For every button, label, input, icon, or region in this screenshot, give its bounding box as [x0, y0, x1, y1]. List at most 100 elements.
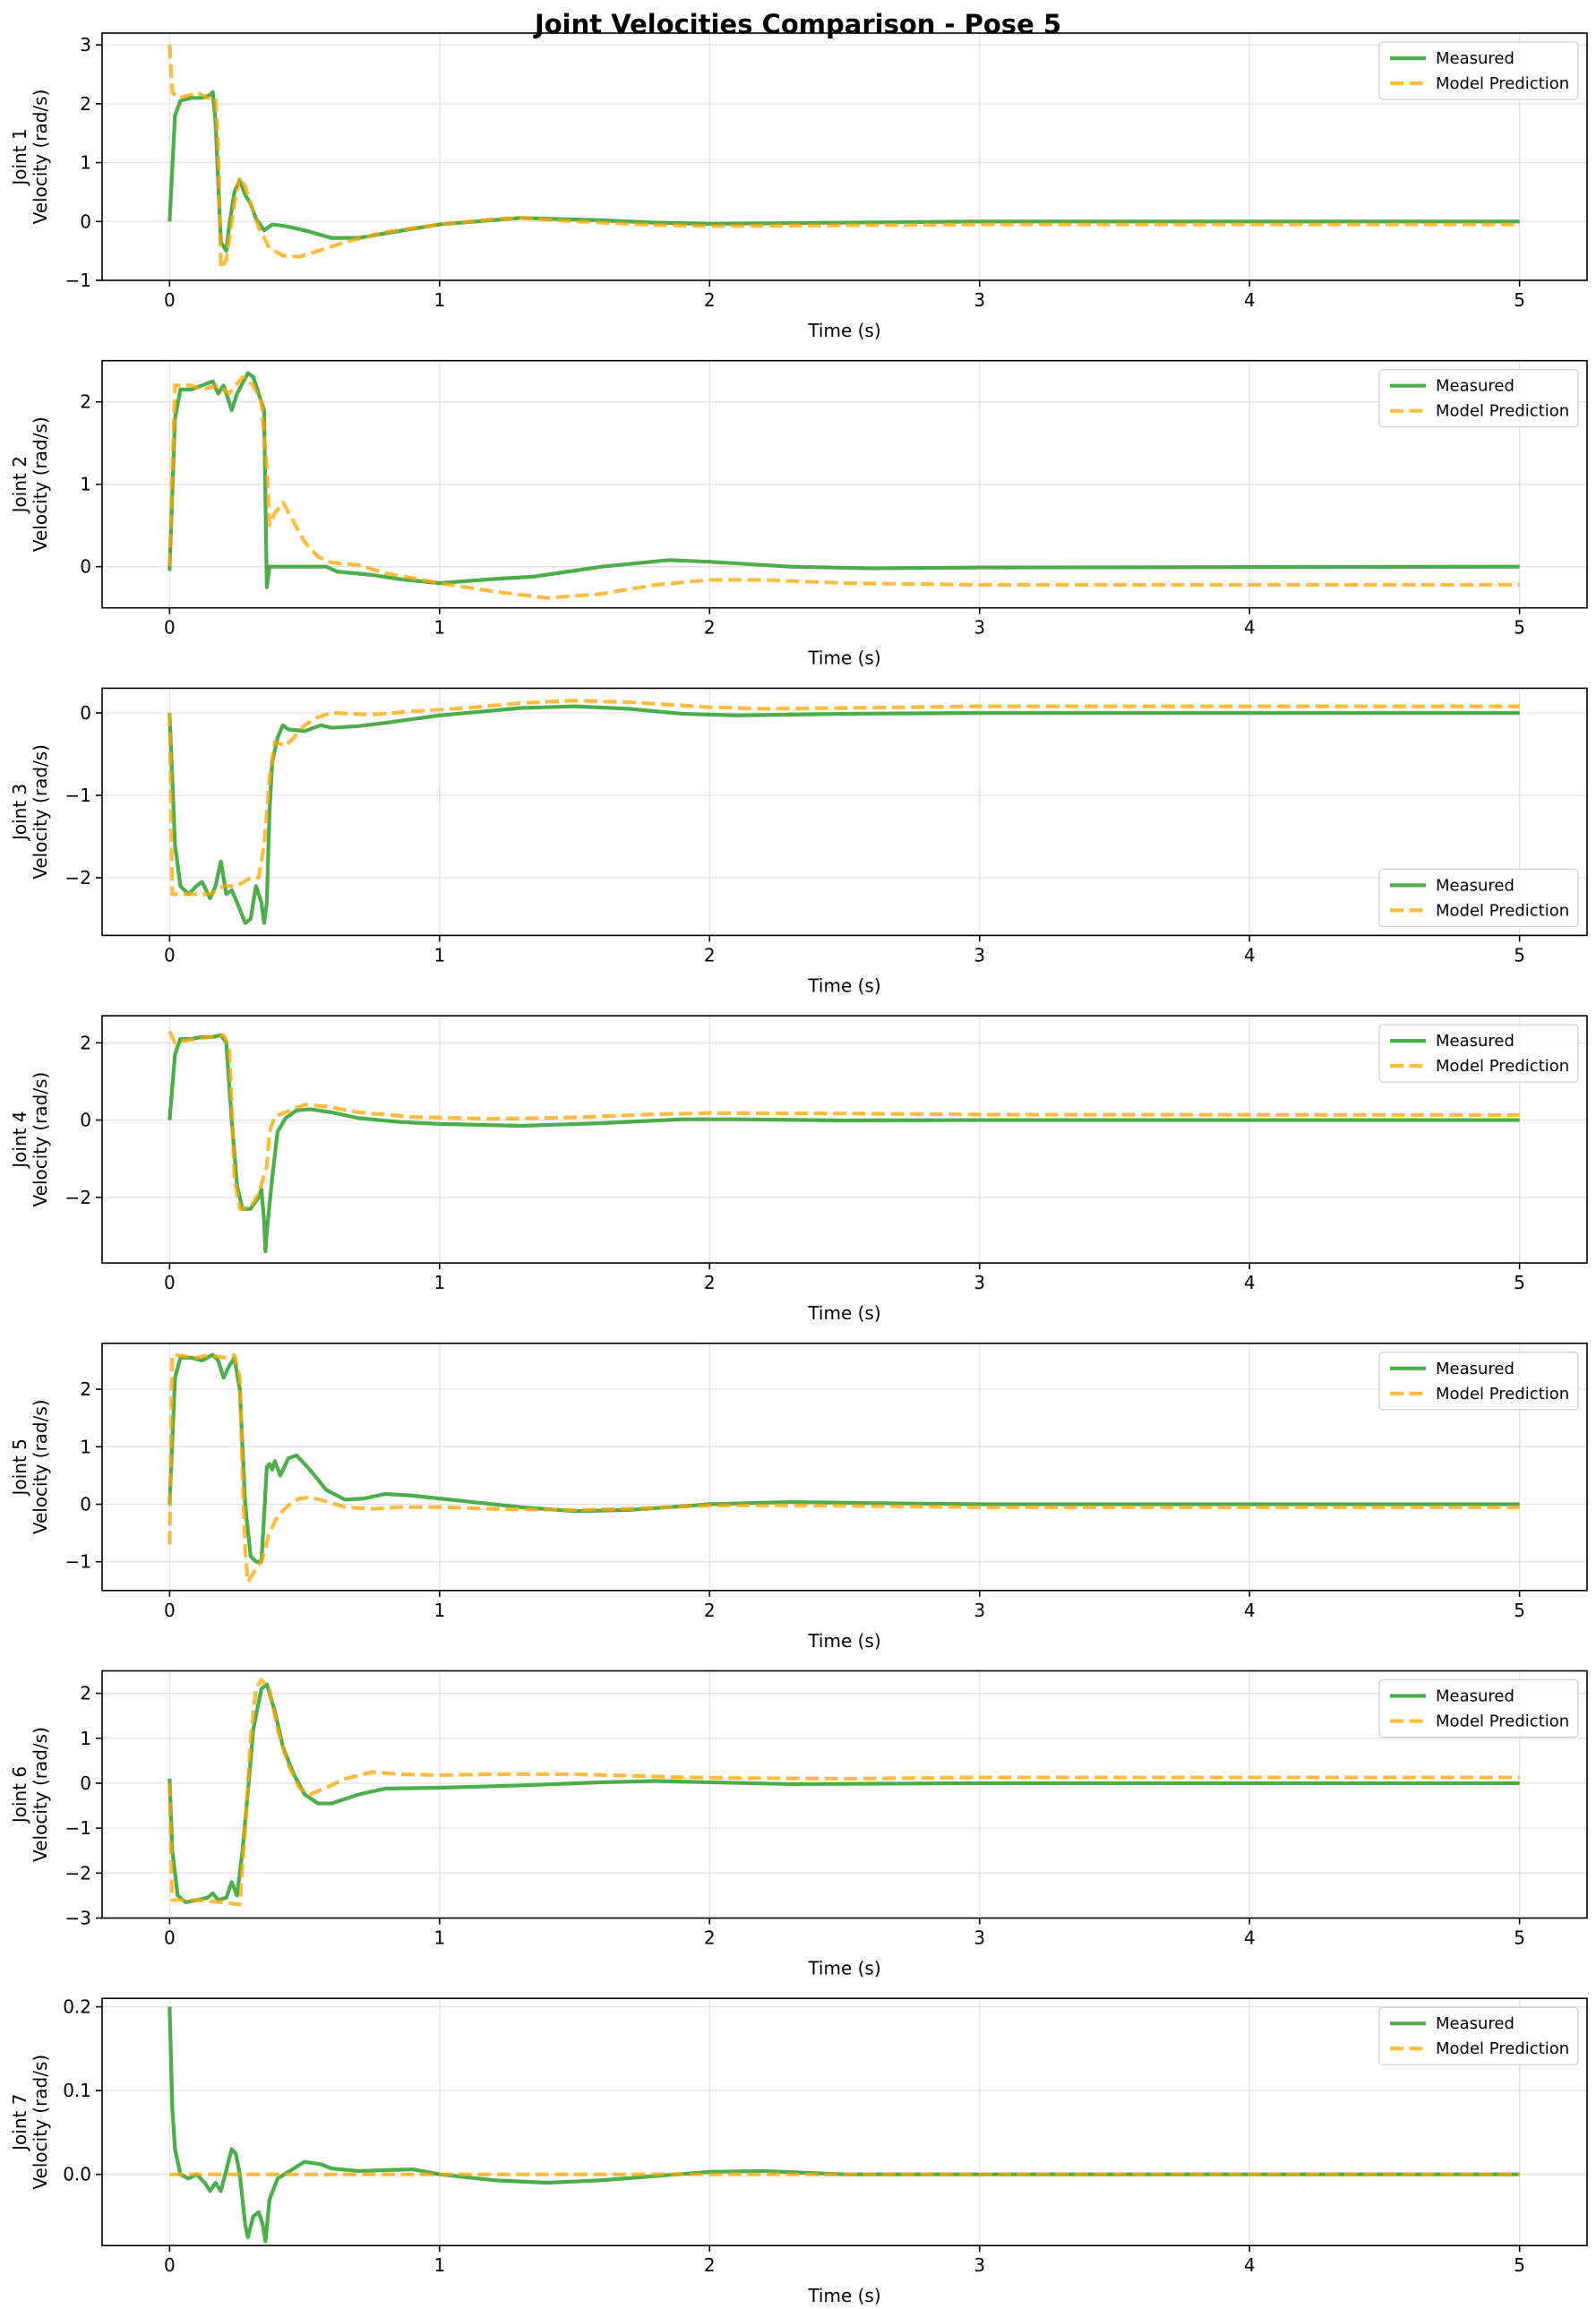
legend-label: Model Prediction	[1436, 74, 1569, 93]
y-tick-label: 2	[80, 1378, 91, 1400]
subplot-joint-6: 0 1 2 3 4 5 −3 −2 −1 0 1 2 Time (s) Joint 6Velocity (…	[9, 1670, 1588, 1979]
x-axis-label: Time (s)	[807, 974, 880, 996]
legend: Measured Model Prediction	[1378, 1352, 1579, 1411]
x-tick-label: 3	[974, 944, 985, 966]
axes-frame	[101, 1997, 1588, 2246]
y-tick-label: −1	[65, 1817, 91, 1839]
y-tick-label: −2	[65, 867, 91, 888]
y-axis-label-line: Velocity (rad/s)	[30, 416, 51, 552]
x-tick-label: 2	[704, 1927, 716, 1949]
x-tick-label: 3	[974, 1272, 985, 1293]
y-axis-label-line: Joint 5	[9, 1438, 30, 1497]
x-tick-label: 0	[164, 617, 176, 639]
x-tick-label: 1	[433, 1600, 445, 1621]
subplot-joint-5: 0 1 2 3 4 5 −1 0 1 2 Time (s) Joint 5Velocity (rad/…	[9, 1343, 1588, 1652]
legend-label: Measured	[1436, 49, 1514, 68]
legend-label: Model Prediction	[1436, 1712, 1569, 1731]
x-tick-label: 1	[433, 2254, 445, 2276]
x-tick-label: 4	[1244, 2254, 1256, 2276]
x-axis-label: Time (s)	[807, 648, 880, 669]
legend-box	[1378, 1352, 1579, 1411]
legend-box	[1378, 41, 1579, 100]
legend-label: Model Prediction	[1436, 2039, 1569, 2058]
legend-label: Model Prediction	[1436, 1385, 1569, 1403]
legend-label: Model Prediction	[1436, 901, 1569, 920]
axes-frame	[101, 1670, 1588, 1919]
x-tick-label: 4	[1244, 944, 1256, 966]
model-prediction-line	[167, 45, 1520, 270]
y-axis-label: Joint 2Velocity (rad/s)	[9, 416, 51, 552]
measured-line	[167, 371, 1520, 589]
x-axis-label: Time (s)	[807, 1958, 880, 1979]
y-tick-label: 1	[80, 152, 91, 174]
legend: Measured Model Prediction	[1378, 369, 1579, 428]
x-axis-label: Time (s)	[807, 1630, 880, 1652]
legend: Measured Model Prediction	[1378, 1024, 1579, 1083]
y-tick-label: 3	[80, 34, 91, 56]
measured-line	[167, 1033, 1520, 1254]
measured-line	[167, 704, 1520, 925]
x-tick-label: 5	[1514, 617, 1525, 639]
y-tick-label: −2	[65, 1862, 91, 1884]
y-axis-label-line: Joint 6	[9, 1766, 30, 1824]
y-axis-label: Joint 4Velocity (rad/s)	[9, 1072, 51, 1207]
y-axis-label-line: Velocity (rad/s)	[30, 1399, 51, 1534]
x-tick-label: 3	[974, 1927, 985, 1949]
series-group	[167, 699, 1520, 925]
x-axis-label: Time (s)	[807, 1302, 880, 1324]
x-tick-label: 2	[704, 617, 716, 639]
x-tick-label: 3	[974, 617, 985, 639]
subplot-joint-3: 0 1 2 3 4 5 −2 −1 0 Time (s) Joint 3Velocity (rad/…	[9, 687, 1588, 996]
x-tick-label: 4	[1244, 617, 1256, 639]
figure-title: Joint Velocities Comparison - Pose 5	[533, 9, 1061, 39]
subplot-joint-7: 0 1 2 3 4 5 0.0 0.1 0.2 Time (s) Joint 7Velocity (…	[9, 1996, 1588, 2306]
x-tick-label: 0	[164, 944, 176, 966]
x-tick-label: 5	[1514, 1272, 1525, 1293]
legend-label: Measured	[1436, 1687, 1514, 1706]
measured-line	[167, 2006, 1520, 2244]
y-tick-label: 0	[80, 556, 91, 578]
legend-box	[1378, 1678, 1579, 1738]
x-tick-label: 1	[433, 1927, 445, 1949]
model-prediction-line	[167, 1678, 1520, 1907]
x-tick-label: 2	[704, 2254, 716, 2276]
y-axis-label: Joint 7Velocity (rad/s)	[9, 2055, 51, 2190]
model-prediction-line	[167, 1352, 1520, 1584]
y-axis-label-line: Velocity (rad/s)	[30, 1072, 51, 1207]
x-tick-label: 3	[974, 2254, 985, 2276]
y-tick-label: 0	[80, 1110, 91, 1131]
y-tick-label: −1	[65, 270, 91, 291]
x-tick-label: 1	[433, 944, 445, 966]
y-tick-label: 1	[80, 1436, 91, 1457]
y-tick-label: 2	[80, 1032, 91, 1053]
x-tick-label: 0	[164, 1927, 176, 1949]
legend-label: Measured	[1436, 2014, 1514, 2033]
y-tick-label: 0.1	[63, 2080, 91, 2101]
legend-box	[1378, 868, 1579, 928]
x-tick-label: 2	[704, 944, 716, 966]
x-tick-label: 5	[1514, 289, 1525, 311]
y-axis-label-line: Joint 2	[9, 456, 30, 514]
legend-box	[1378, 1024, 1579, 1083]
x-tick-label: 0	[164, 1272, 176, 1293]
y-tick-label: 0	[80, 1494, 91, 1515]
y-axis-label-line: Joint 4	[9, 1111, 30, 1169]
x-tick-label: 2	[704, 1600, 716, 1621]
axes-frame	[101, 1343, 1588, 1592]
legend-label: Measured	[1436, 1032, 1514, 1051]
x-tick-label: 5	[1514, 1600, 1525, 1621]
legend: Measured Model Prediction	[1378, 41, 1579, 100]
subplot-joint-1: 0 1 2 3 4 5 −1 0 1 2 3 Time (s) Joint 1Velocity (rad…	[9, 32, 1588, 341]
x-tick-label: 3	[974, 289, 985, 311]
y-tick-label: −3	[65, 1908, 91, 1929]
legend-box	[1378, 2006, 1579, 2065]
y-axis-label-line: Joint 3	[9, 784, 30, 842]
series-group	[167, 1352, 1520, 1584]
axes-frame	[101, 1015, 1588, 1264]
series-group	[167, 371, 1520, 600]
legend-label: Measured	[1436, 876, 1514, 895]
y-axis-label-line: Velocity (rad/s)	[30, 90, 51, 225]
legend: Measured Model Prediction	[1378, 1678, 1579, 1738]
